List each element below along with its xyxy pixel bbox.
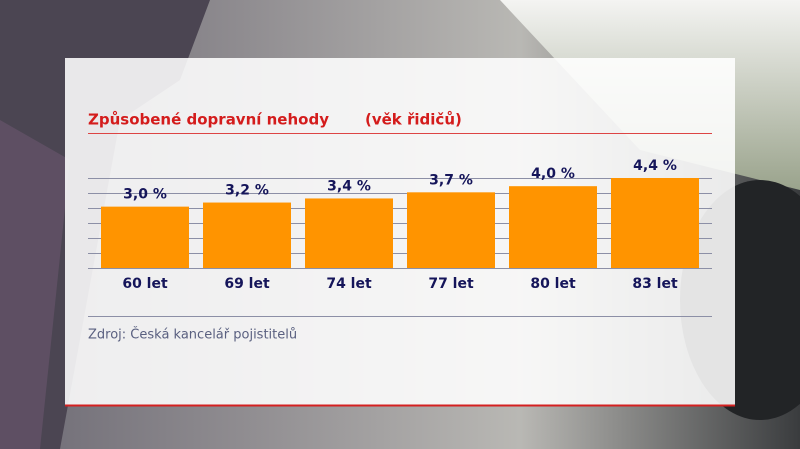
bar (407, 192, 495, 268)
bars: 3,0 % 60 let 3,2 % 69 let 3,4 % 74 let 3,7 % 77… (101, 158, 699, 292)
value-label: 4,4 % (633, 158, 677, 174)
bar (611, 178, 699, 268)
x-tick-label: 83 let (632, 276, 678, 292)
x-tick-label: 74 let (326, 276, 372, 292)
x-tick-label: 80 let (530, 276, 576, 292)
value-label: 3,7 % (429, 172, 473, 188)
value-label: 4,0 % (531, 166, 575, 182)
value-label: 3,0 % (123, 187, 167, 203)
bar (509, 186, 597, 268)
stripes (88, 178, 712, 269)
source: Zdroj: Česká kancelář pojistitelů (88, 327, 297, 343)
chart-title: Způsobené dopravní nehody (88, 111, 329, 129)
bar (305, 198, 393, 268)
x-tick-label: 77 let (428, 276, 474, 292)
bar (203, 202, 291, 268)
value-label: 3,4 % (327, 178, 371, 194)
value-label: 3,2 % (225, 183, 269, 199)
x-tick-label: 60 let (122, 276, 168, 292)
chart-subtitle: (věk řidičů) (365, 111, 462, 129)
x-tick-label: 69 let (224, 276, 270, 292)
bar (101, 206, 189, 268)
